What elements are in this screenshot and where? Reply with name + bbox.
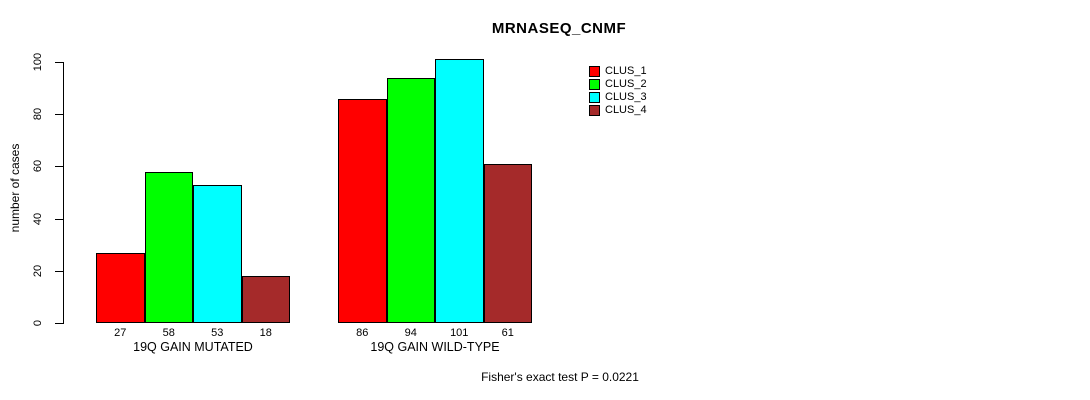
- y-axis-tick: [55, 114, 63, 116]
- y-axis-tick-label: 0: [32, 319, 44, 327]
- bar-clus_1-group2: [338, 98, 387, 323]
- y-axis-tick: [55, 218, 63, 220]
- y-axis-tick: [55, 166, 63, 168]
- y-axis-tick-label: 40: [32, 212, 44, 225]
- y-axis-title: number of cases: [8, 143, 22, 233]
- legend-swatch-clus_4: [589, 105, 600, 116]
- y-axis-tick-label: 60: [32, 160, 44, 173]
- y-axis-tick-label: 20: [32, 264, 44, 277]
- legend-swatch-clus_3: [589, 92, 600, 103]
- bar-value-label: 101: [450, 327, 469, 339]
- bar-value-label: 53: [211, 327, 224, 339]
- bar-clus_2-group1: [144, 171, 193, 323]
- y-axis-tick-label: 80: [32, 108, 44, 121]
- category-label: 19Q GAIN MUTATED: [133, 340, 253, 354]
- bar-clus_1-group1: [96, 252, 145, 323]
- bar-clus_2-group2: [386, 77, 435, 323]
- bar-clus_4-group1: [241, 276, 290, 323]
- legend-swatch-clus_1: [589, 66, 600, 77]
- legend-label: CLUS_4: [605, 104, 647, 116]
- y-axis-tick-label: 100: [32, 52, 44, 72]
- statistical-test-annotation: Fisher's exact test P = 0.0221: [481, 370, 639, 384]
- y-axis-line: [63, 62, 64, 324]
- chart-title: MRNASEQ_CNMF: [491, 20, 627, 37]
- bar-value-label: 58: [162, 327, 175, 339]
- bar-clus_3-group2: [435, 59, 484, 323]
- legend-label: CLUS_1: [605, 65, 647, 77]
- y-axis-tick: [55, 270, 63, 272]
- y-axis-tick: [55, 62, 63, 63]
- bar-clus_4-group2: [483, 163, 532, 323]
- legend-label: CLUS_3: [605, 91, 647, 103]
- bar-value-label: 18: [259, 327, 272, 339]
- bar-value-label: 94: [404, 327, 417, 339]
- legend-label: CLUS_2: [605, 78, 647, 90]
- category-label: 19Q GAIN WILD-TYPE: [370, 340, 500, 354]
- bar-clus_3-group1: [193, 184, 242, 323]
- bar-value-label: 86: [356, 327, 369, 339]
- legend-swatch-clus_2: [589, 79, 600, 90]
- bar-value-label: 27: [114, 327, 127, 339]
- bar-value-label: 61: [501, 327, 514, 339]
- y-axis-tick: [55, 323, 63, 324]
